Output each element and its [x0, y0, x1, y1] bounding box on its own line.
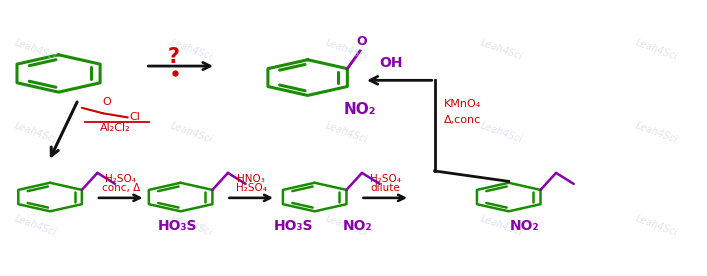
- Text: OH: OH: [379, 56, 402, 70]
- Text: HO₃S: HO₃S: [158, 219, 197, 233]
- Text: Leah4Sci: Leah4Sci: [169, 214, 214, 238]
- Text: HNO₃: HNO₃: [238, 174, 265, 184]
- Text: H₂SO₄: H₂SO₄: [370, 174, 401, 184]
- Text: Leah4Sci: Leah4Sci: [13, 38, 59, 62]
- Text: NO₂: NO₂: [342, 219, 372, 233]
- Text: Cl: Cl: [130, 112, 141, 122]
- Text: ?: ?: [168, 47, 180, 67]
- Text: H₂SO₄: H₂SO₄: [105, 174, 136, 184]
- Text: O: O: [357, 34, 368, 47]
- Text: Leah4Sci: Leah4Sci: [634, 38, 679, 62]
- Text: O: O: [102, 97, 111, 107]
- Text: NO₂: NO₂: [344, 102, 376, 117]
- Text: Leah4Sci: Leah4Sci: [324, 214, 369, 238]
- Text: Leah4Sci: Leah4Sci: [479, 214, 524, 238]
- Text: Δ,conc: Δ,conc: [444, 115, 481, 125]
- Text: Leah4Sci: Leah4Sci: [634, 214, 679, 238]
- Text: Leah4Sci: Leah4Sci: [169, 38, 214, 62]
- Text: Leah4Sci: Leah4Sci: [324, 38, 369, 62]
- Text: Leah4Sci: Leah4Sci: [13, 214, 59, 238]
- Text: dilute: dilute: [370, 183, 400, 193]
- Text: conc, Δ: conc, Δ: [102, 183, 140, 193]
- Text: Al₂Cl₂: Al₂Cl₂: [100, 123, 131, 133]
- Text: KMnO₄: KMnO₄: [444, 99, 481, 109]
- Text: Leah4Sci: Leah4Sci: [479, 120, 524, 145]
- Text: Leah4Sci: Leah4Sci: [169, 120, 214, 145]
- Text: Leah4Sci: Leah4Sci: [634, 120, 679, 145]
- Text: Leah4Sci: Leah4Sci: [479, 38, 524, 62]
- Text: Leah4Sci: Leah4Sci: [13, 120, 59, 145]
- Text: H₂SO₄: H₂SO₄: [235, 183, 267, 193]
- Text: HO₃S: HO₃S: [274, 219, 313, 233]
- Text: NO₂: NO₂: [510, 219, 539, 233]
- Text: Leah4Sci: Leah4Sci: [324, 120, 369, 145]
